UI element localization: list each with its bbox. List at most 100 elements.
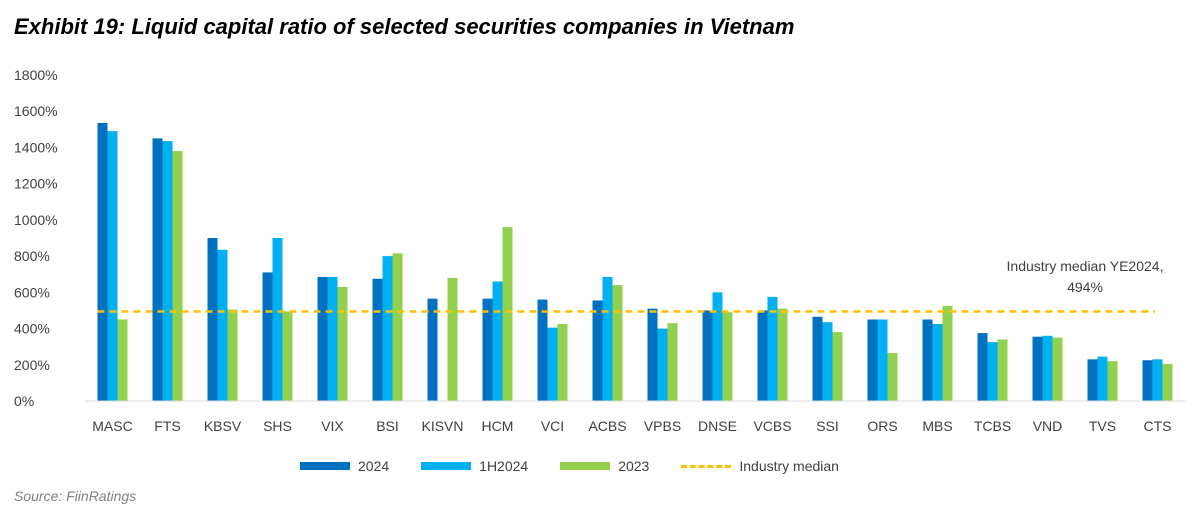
bar-2024-ors [867,319,878,401]
x-tick-label: ORS [867,418,897,434]
bar-2023-cts [1162,363,1173,401]
bar-1h2024-kbsv [217,249,228,401]
bar-2023-ors [887,353,898,401]
x-tick-label: ACBS [588,418,626,434]
x-tick-label: SHS [263,418,292,434]
bar-2024-tcbs [977,333,988,401]
bar-2023-bsi [392,253,403,401]
x-tick-label: HCM [482,418,514,434]
bar-2023-ssi [832,332,843,401]
y-tick-label: 600% [14,284,50,300]
y-tick-label: 200% [14,357,50,373]
median-line-group: Industry median YE2024, 494% [97,258,1164,313]
legend-swatch-1h2024 [421,462,472,470]
y-tick-label: 1200% [14,176,58,192]
x-tick-label: KBSV [204,418,242,434]
y-tick-label: 1000% [14,212,58,228]
bar-2023-vci [557,324,568,401]
bar-1h2024-dnse [712,292,723,401]
legend-label-2023: 2023 [618,458,650,474]
bar-2024-vcbs [757,310,768,401]
legend-label-median: Industry median [739,458,839,474]
y-tick-label: 1800% [14,67,58,83]
x-tick-label: BSI [376,418,399,434]
bar-2024-vci [537,299,548,401]
bar-2024-vnd [1032,336,1043,401]
bar-1h2024-tvs [1097,356,1108,401]
bar-2024-cts [1142,360,1153,401]
bar-2024-ssi [812,316,823,401]
x-tick-label: VCBS [753,418,791,434]
legend-item-2023: 2023 [560,458,649,474]
x-tick-label: MASC [92,418,132,434]
x-tick-label: VND [1033,418,1063,434]
bar-1h2024-tcbs [987,342,998,401]
bar-2023-vix [337,286,348,401]
x-tick-label: TVS [1089,418,1116,434]
median-annotation-line2: 494% [1067,279,1103,295]
bar-2023-tvs [1107,361,1118,401]
legend-label-2024: 2024 [358,458,390,474]
x-tick-label: VPBS [644,418,681,434]
y-tick-label: 1600% [14,103,58,119]
bar-2024-bsi [372,278,383,401]
legend-swatch-2023 [560,462,611,470]
bar-1h2024-ors [877,319,888,401]
bar-2024-kisvn [427,298,438,401]
legend-item-2024: 2024 [300,458,389,474]
bar-2023-mbs [942,305,953,401]
x-tick-label: TCBS [974,418,1011,434]
bar-2023-acbs [612,285,623,401]
bar-1h2024-vpbs [657,328,668,401]
source-note: Source: FiinRatings [14,488,137,504]
bar-2023-tcbs [997,339,1008,401]
bar-1h2024-vci [547,327,558,401]
bar-2024-shs [262,272,273,401]
bar-2024-vix [317,276,328,401]
bar-2023-vpbs [667,323,678,401]
bar-1h2024-vcbs [767,296,778,401]
y-tick-label: 800% [14,248,50,264]
bar-1h2024-vix [327,276,338,401]
bar-2023-fts [172,151,183,401]
bar-2024-vpbs [647,308,658,401]
bar-1h2024-ssi [822,322,833,401]
legend-label-1h2024: 1H2024 [479,458,529,474]
y-tick-label: 1400% [14,139,58,155]
bar-1h2024-shs [272,238,283,401]
bar-2023-masc [117,319,128,401]
x-tick-label: SSI [816,418,839,434]
y-tick-label: 0% [14,393,34,409]
y-tick-label: 400% [14,321,50,337]
bar-2024-dnse [702,310,713,401]
bar-2023-vnd [1052,337,1063,401]
bar-2024-mbs [922,319,933,401]
bar-2024-masc [97,122,108,401]
bar-2024-kbsv [207,238,218,401]
bar-2024-fts [152,138,163,401]
bar-2024-hcm [482,298,493,401]
legend-swatch-2024 [300,462,350,470]
bar-1h2024-masc [107,131,118,401]
bar-2023-dnse [722,312,733,401]
x-tick-label: CTS [1144,418,1172,434]
chart-title: Exhibit 19: Liquid capital ratio of sele… [14,14,795,39]
bar-chart: 0% 200% 400% 600% 800% 1000% 1200% 1400% 1600% 18… [14,67,1185,434]
bar-2023-kbsv [227,309,238,401]
bar-2023-hcm [502,227,513,401]
bar-2024-tvs [1087,359,1098,401]
x-tick-label: VIX [321,418,344,434]
bar-2023-kisvn [447,277,458,401]
bar-1h2024-acbs [602,276,613,401]
x-tick-label: DNSE [698,418,737,434]
y-axis: 0% 200% 400% 600% 800% 1000% 1200% 1400% 1600% 18… [14,67,58,409]
legend-item-1h2024: 1H2024 [421,458,528,474]
legend: 2024 1H2024 2023 Industry median [300,458,871,474]
x-tick-label: FTS [154,418,180,434]
bars [97,122,1173,401]
bar-1h2024-hcm [492,281,503,401]
bar-1h2024-vnd [1042,335,1053,401]
median-annotation-line1: Industry median YE2024, [1007,258,1164,274]
legend-swatch-median [681,464,732,468]
bar-1h2024-cts [1152,359,1163,401]
